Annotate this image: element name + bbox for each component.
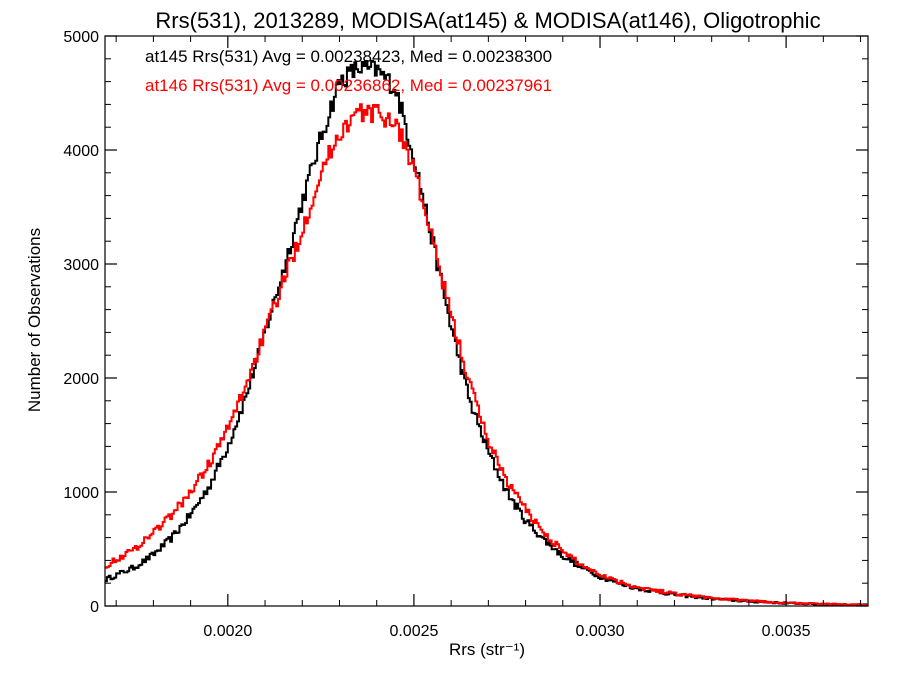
legend-entry-at146: at146 Rrs(531) Avg = 0.00236862, Med = 0… — [145, 76, 552, 95]
x-tick-label: 0.0020 — [203, 623, 252, 640]
y-tick-label: 2000 — [63, 371, 99, 388]
x-tick-label: 0.0035 — [762, 623, 811, 640]
y-tick-label: 1000 — [63, 485, 99, 502]
series-line-at145 — [105, 59, 868, 607]
y-tick-label: 5000 — [63, 29, 99, 46]
y-tick-label: 3000 — [63, 257, 99, 274]
plot-lines — [105, 59, 868, 607]
chart-title: Rrs(531), 2013289, MODISA(at145) & MODIS… — [155, 8, 820, 33]
x-tick-label: 0.0025 — [389, 623, 438, 640]
legend-entry-at145: at145 Rrs(531) Avg = 0.00238423, Med = 0… — [145, 47, 552, 66]
y-axis-label: Number of Observations — [25, 228, 44, 412]
x-axis-label: Rrs (str⁻¹) — [449, 640, 525, 659]
y-ticks: 0 1000 2000 3000 4000 5000 — [63, 29, 868, 616]
y-tick-label: 4000 — [63, 143, 99, 160]
plot-frame — [104, 35, 869, 607]
x-ticks: 0.0020 0.0025 0.0030 0.0035 — [115, 36, 862, 640]
series-line-at146 — [105, 103, 868, 607]
x-tick-label: 0.0030 — [576, 623, 625, 640]
y-tick-label: 0 — [90, 599, 99, 616]
